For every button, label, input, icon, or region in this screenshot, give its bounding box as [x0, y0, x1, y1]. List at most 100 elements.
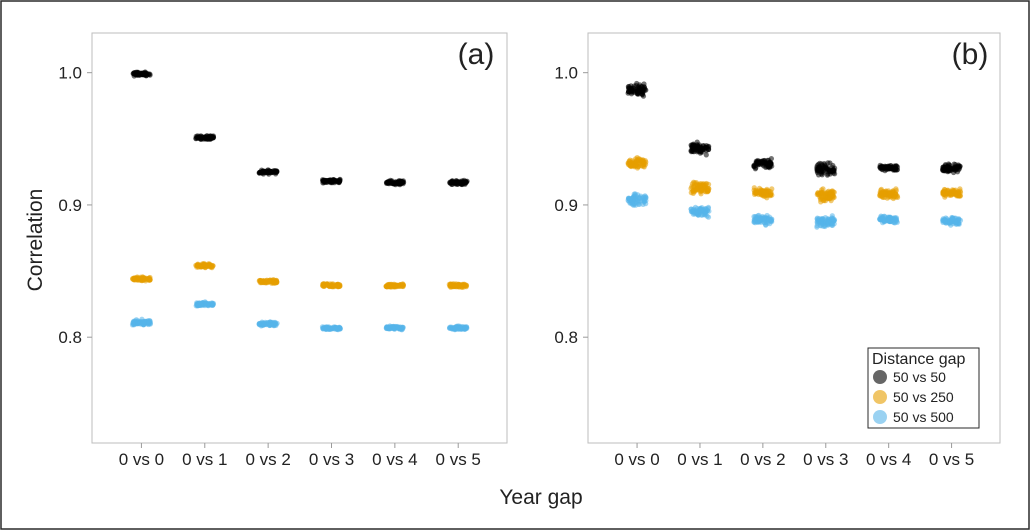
data-point — [768, 216, 774, 222]
series-50-vs-500 — [625, 191, 964, 230]
x-axis-title: Year gap — [499, 486, 582, 509]
legend-swatch — [873, 370, 887, 384]
x-tick-label: 0 vs 1 — [182, 450, 227, 469]
data-point — [764, 192, 770, 199]
data-point — [193, 303, 199, 309]
data-point — [949, 187, 956, 193]
y-tick-label: 0.8 — [58, 328, 82, 347]
data-point — [639, 91, 646, 97]
data-point — [391, 284, 397, 290]
data-point — [389, 178, 395, 184]
data-point — [706, 185, 712, 192]
series-50-vs-50 — [625, 80, 963, 178]
data-point — [880, 190, 886, 196]
data-point — [760, 160, 767, 166]
data-point — [395, 324, 401, 330]
data-point — [132, 276, 138, 282]
data-point — [639, 158, 645, 164]
data-point — [894, 193, 900, 199]
data-point — [821, 165, 827, 171]
data-point — [323, 178, 329, 184]
y-tick-label: 0.8 — [554, 328, 578, 347]
data-point — [447, 324, 453, 330]
data-point — [768, 156, 775, 162]
x-tick-label: 0 vs 3 — [803, 450, 848, 469]
panel-a: 0.8 0.9 1.0 0 vs 0 0 vs 1 0 vs 2 0 vs 3 0 vs 4 0… — [58, 32, 508, 469]
data-point — [270, 322, 276, 328]
data-point — [821, 161, 827, 167]
legend-title: Distance gap — [872, 351, 965, 368]
data-point — [688, 149, 694, 155]
data-point — [274, 169, 280, 175]
data-point — [950, 215, 956, 221]
x-tick-label: 0 vs 0 — [614, 450, 659, 469]
data-point — [751, 185, 757, 191]
data-point — [957, 163, 963, 170]
data-point — [256, 320, 262, 327]
data-point — [694, 186, 700, 192]
x-tick-label: 0 vs 4 — [372, 450, 417, 469]
x-tick-label: 0 vs 4 — [866, 450, 911, 469]
data-point — [767, 161, 773, 168]
panel-b: 0.8 0.9 1.0 0 vs 0 0 vs 1 0 vs 2 0 vs 3 0 vs 4 0… — [554, 32, 1001, 469]
data-point — [818, 199, 824, 205]
legend-swatch — [873, 390, 887, 404]
data-point — [890, 165, 896, 171]
data-point — [145, 276, 152, 282]
data-point — [819, 187, 825, 193]
data-point — [952, 219, 959, 225]
data-point — [266, 279, 272, 285]
x-tick-label: 0 vs 2 — [740, 450, 785, 469]
data-point — [885, 217, 891, 223]
data-point — [138, 71, 144, 77]
data-point — [831, 194, 837, 200]
data-point — [143, 73, 149, 79]
data-point — [756, 191, 762, 198]
panel-label: (b) — [952, 38, 989, 71]
data-point — [705, 144, 711, 150]
data-point — [264, 168, 270, 174]
series-50-vs-250 — [625, 155, 964, 205]
data-point — [258, 278, 264, 284]
x-tick-label: 0 vs 5 — [436, 450, 481, 469]
data-point — [259, 170, 265, 176]
data-point — [887, 193, 893, 199]
x-tick-label: 0 vs 0 — [119, 450, 164, 469]
x-tick-label: 0 vs 3 — [309, 450, 354, 469]
data-point — [894, 164, 901, 170]
data-point — [697, 142, 703, 148]
data-point — [634, 80, 640, 87]
data-point — [700, 183, 706, 189]
data-point — [454, 180, 460, 186]
data-point — [268, 168, 274, 175]
data-point — [817, 160, 823, 166]
data-point — [141, 276, 147, 282]
data-point — [331, 281, 337, 287]
data-point — [691, 142, 697, 148]
x-tick-label: 0 vs 1 — [677, 450, 722, 469]
data-point — [386, 283, 393, 289]
data-point — [627, 157, 633, 163]
y-tick-label: 0.9 — [554, 196, 578, 215]
series-50-vs-500 — [129, 299, 470, 333]
data-point — [130, 320, 136, 326]
data-point — [822, 194, 829, 201]
y-axis-title: Correlation — [24, 189, 47, 292]
data-point — [703, 180, 710, 187]
data-point — [635, 91, 641, 97]
data-point — [752, 220, 758, 226]
data-point — [204, 262, 210, 269]
data-point — [198, 133, 204, 139]
data-point — [761, 219, 767, 226]
data-point — [635, 192, 641, 198]
data-point — [814, 215, 821, 221]
x-tick-label: 0 vs 5 — [929, 450, 974, 469]
data-point — [757, 217, 763, 223]
data-point — [887, 189, 894, 195]
data-point — [261, 321, 267, 327]
data-point — [814, 191, 820, 198]
data-point — [395, 179, 401, 185]
data-point — [827, 160, 833, 166]
data-point — [462, 325, 468, 331]
data-point — [825, 219, 831, 225]
